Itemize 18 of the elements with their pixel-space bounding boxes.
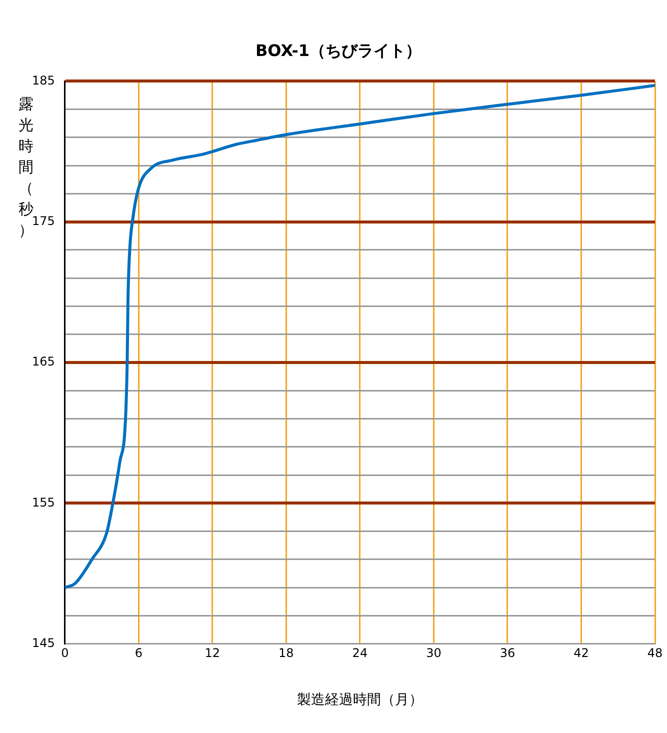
x-tick-label: 48: [647, 646, 663, 660]
x-tick-label: 12: [204, 646, 220, 660]
y-tick-label: 145: [32, 636, 55, 650]
x-tick-label: 30: [426, 646, 442, 660]
y-tick-label: 185: [32, 73, 55, 88]
y-tick-label: 155: [32, 495, 55, 510]
y-tick-label: 175: [32, 214, 55, 228]
chart-title: BOX-1（ちびライト）: [255, 40, 422, 60]
x-tick-label: 36: [500, 646, 516, 660]
y-tick-label: 165: [32, 354, 55, 369]
x-tick-label: 18: [278, 646, 294, 660]
x-tick-label: 24: [352, 646, 368, 660]
x-tick-label: 42: [574, 646, 589, 660]
y-axis-title: 露光時間（秒）: [18, 94, 34, 241]
x-tick-label: 6: [134, 646, 142, 660]
line-series: [64, 84, 655, 590]
x-tick-label: 0: [61, 646, 69, 660]
x-axis-title: 製造経過時間（月）: [296, 692, 423, 708]
